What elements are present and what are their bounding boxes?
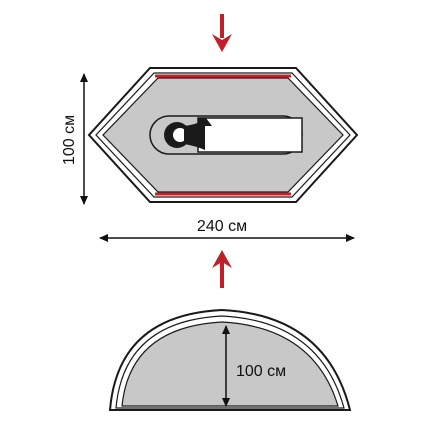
length-label: 240 см: [197, 218, 247, 235]
arrow-down-icon: [212, 14, 232, 52]
sleeping-bag-icon: [149, 115, 303, 155]
tent-top-view: [87, 67, 359, 203]
width-dimension: 100 см: [61, 73, 88, 205]
height-label: 100 см: [236, 363, 286, 380]
arrow-up-icon: [212, 250, 232, 288]
width-label: 100 см: [61, 115, 78, 165]
tent-side-view: [108, 308, 352, 411]
length-dimension: 240 см: [99, 218, 355, 242]
height-dimension: 100 см: [222, 325, 286, 407]
